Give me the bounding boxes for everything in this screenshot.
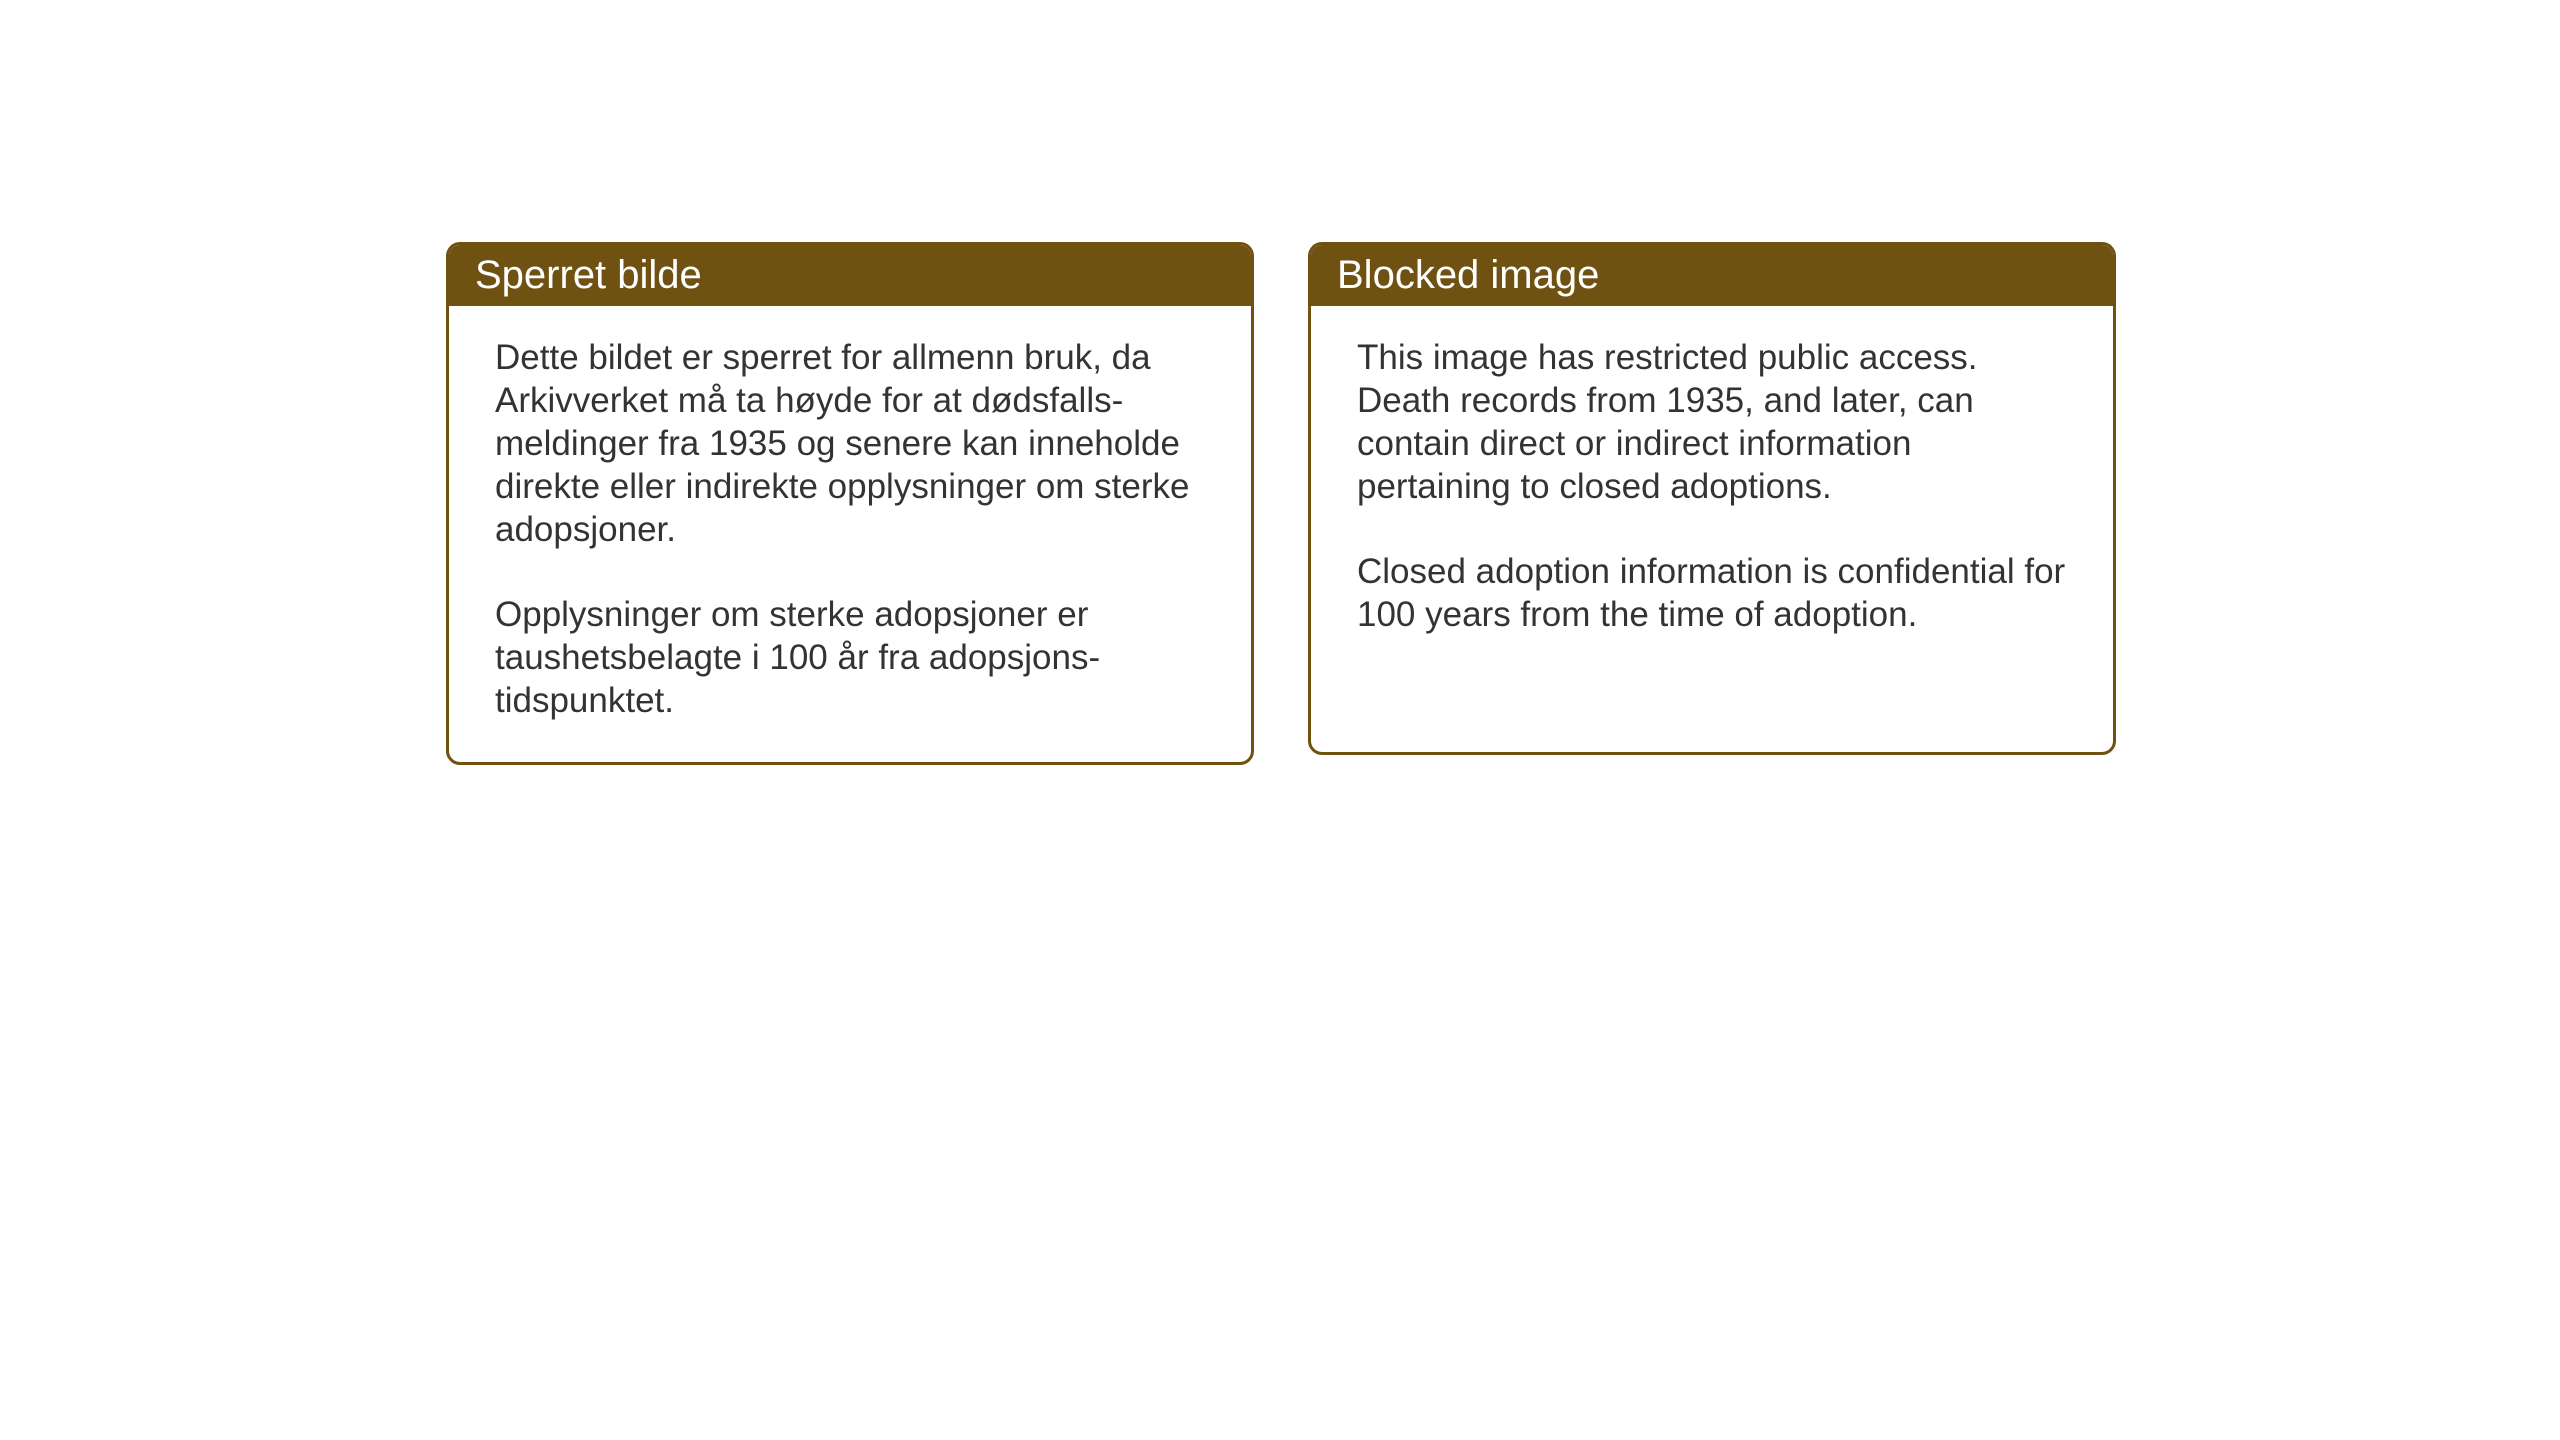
- card-header: Sperret bilde: [449, 245, 1251, 306]
- notice-card-english: Blocked image This image has restricted …: [1308, 242, 2116, 755]
- notice-card-norwegian: Sperret bilde Dette bildet er sperret fo…: [446, 242, 1254, 765]
- notice-paragraph: This image has restricted public access.…: [1357, 336, 2067, 508]
- card-header: Blocked image: [1311, 245, 2113, 306]
- notice-paragraph: Dette bildet er sperret for allmenn bruk…: [495, 336, 1205, 551]
- card-body: Dette bildet er sperret for allmenn bruk…: [449, 306, 1251, 762]
- card-title: Blocked image: [1337, 253, 1599, 297]
- notice-container: Sperret bilde Dette bildet er sperret fo…: [446, 242, 2116, 765]
- notice-paragraph: Closed adoption information is confident…: [1357, 550, 2067, 636]
- notice-paragraph: Opplysninger om sterke adopsjoner er tau…: [495, 593, 1205, 722]
- card-body: This image has restricted public access.…: [1311, 306, 2113, 676]
- card-title: Sperret bilde: [475, 253, 702, 297]
